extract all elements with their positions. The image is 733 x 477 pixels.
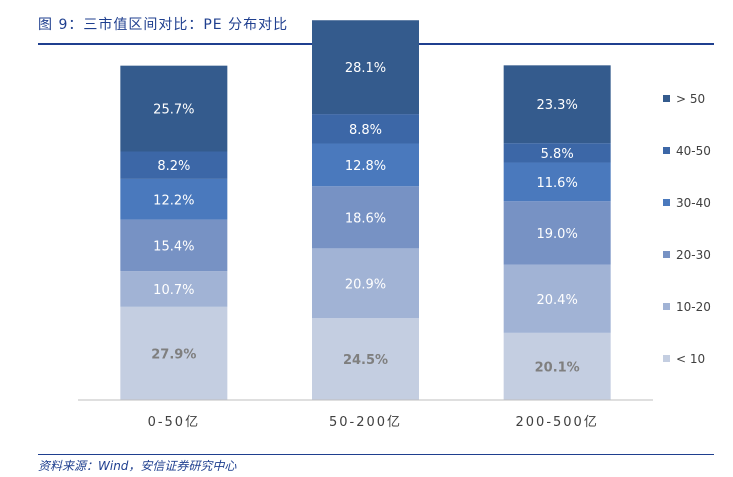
legend-label-3: 20-30 [676,248,711,262]
x-tick-label-0: 0-50亿 [148,415,201,430]
source-note: 资料来源：Wind，安信证券研究中心 [38,459,237,473]
legend-swatch-0 [663,95,670,102]
bar-segment-0-2 [120,219,228,272]
bar-segment-1-1 [312,248,419,319]
legend-label-4: 10-20 [676,300,711,314]
data-label-0-3: 12.2% [153,193,194,208]
bar-segment-2-4 [503,143,611,163]
x-tick-label-1: 50-200亿 [329,415,402,430]
data-label-1-2: 18.6% [345,211,386,226]
bar-segment-1-3 [312,143,419,187]
legend-label-1: 40-50 [676,144,711,158]
legend-label-0: > 50 [676,92,705,106]
bar-segment-1-0 [312,318,419,400]
bar-segment-2-1 [503,264,611,333]
bar-segment-1-4 [312,114,419,144]
data-label-2-2: 19.0% [537,227,578,242]
bar-segment-0-3 [120,178,228,220]
figure-title: 图 9：三市值区间对比：PE 分布对比 [38,17,289,33]
data-label-0-1: 10.7% [153,283,194,298]
data-label-0-2: 15.4% [153,239,194,254]
data-label-0-4: 8.2% [157,159,190,174]
bar-segment-1-2 [312,186,419,249]
legend-swatch-5 [663,355,670,362]
legend-swatch-1 [663,147,670,154]
data-label-2-5: 23.3% [537,98,578,113]
bar-segment-1-5 [312,20,419,115]
legend-label-2: 30-40 [676,196,711,210]
legend-swatch-3 [663,251,670,258]
data-label-1-1: 20.9% [345,277,386,292]
bar-segment-2-5 [503,65,611,144]
bar-segment-0-4 [120,151,228,179]
data-label-1-0: 24.5% [343,353,388,368]
data-label-1-5: 28.1% [345,61,386,76]
legend-swatch-2 [663,199,670,206]
bar-segment-0-0 [120,306,228,400]
data-label-1-4: 8.8% [349,123,382,138]
legend-label-5: < 10 [676,352,705,366]
footer-divider [38,454,714,455]
data-label-1-3: 12.8% [345,159,386,174]
bar-segment-2-2 [503,201,611,265]
data-label-2-1: 20.4% [537,293,578,308]
data-label-2-3: 11.6% [537,176,578,191]
x-tick-label-2: 200-500亿 [516,415,599,430]
bar-segment-2-3 [503,162,611,202]
data-label-2-0: 20.1% [535,360,580,375]
data-label-2-4: 5.8% [541,147,574,162]
bar-segment-0-1 [120,271,228,307]
legend-swatch-4 [663,303,670,310]
data-label-0-0: 27.9% [151,347,196,362]
bar-segment-0-5 [120,65,228,152]
bar-segment-2-0 [503,332,611,400]
data-label-0-5: 25.7% [153,103,194,118]
